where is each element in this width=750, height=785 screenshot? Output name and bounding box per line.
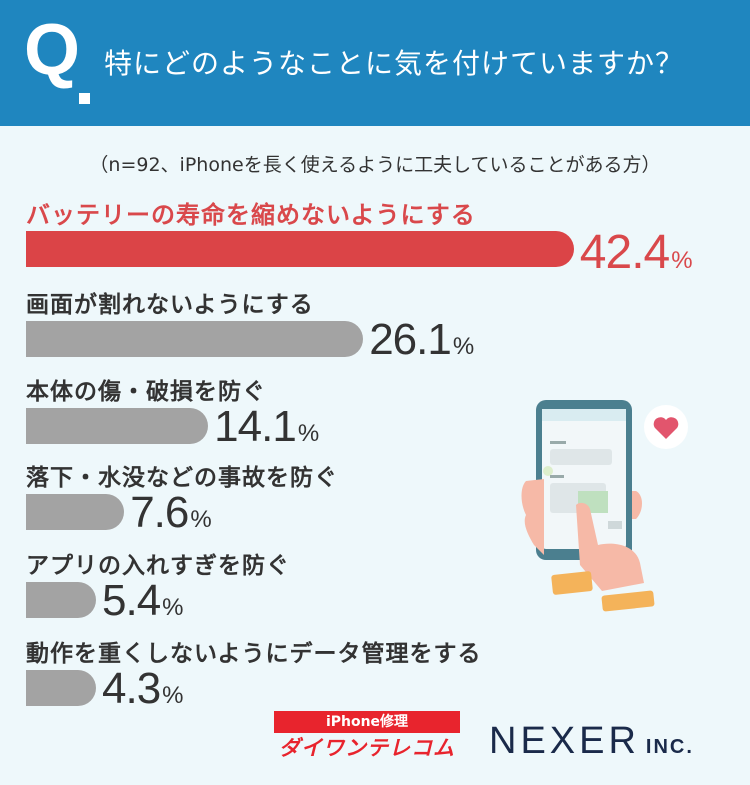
value-unit: % — [671, 247, 693, 274]
value-label: 42.4% — [580, 225, 693, 280]
category-label: 落下・水没などの事故を防ぐ — [26, 465, 338, 491]
value-unit: % — [162, 594, 184, 621]
sample-note: （n=92、iPhoneを長く使えるように工夫していることがある方） — [89, 154, 661, 176]
category-label: 動作を重くしないようにデータ管理をする — [26, 641, 482, 667]
hand-icon — [521, 479, 655, 612]
value-label: 5.4% — [102, 576, 184, 626]
value-number: 4.3 — [102, 664, 161, 713]
question-text: 特にどのようなことに気を付けていますか？ — [104, 47, 685, 80]
nexer-logo: NEXER INC. — [489, 720, 694, 763]
value-label: 7.6% — [130, 488, 212, 538]
value-unit: % — [452, 333, 475, 360]
logo-iphone-repair: iPhone修理 — [274, 711, 460, 733]
bar — [26, 321, 364, 357]
value-unit: % — [190, 506, 212, 533]
question-header: Q 特にどのようなことに気を付けていますか？ — [0, 0, 750, 126]
bar — [26, 494, 125, 530]
daiwan-telecom-logo: iPhone修理 ダイワンテレコム — [274, 711, 460, 761]
value-label: 4.3% — [102, 664, 184, 714]
bar — [26, 670, 96, 706]
logo-daiwan-name: ダイワンテレコム — [279, 736, 455, 760]
value-number: 42.4 — [579, 226, 670, 279]
heart-icon — [644, 405, 688, 449]
category-label: 本体の傷・破損を防ぐ — [26, 379, 266, 405]
value-label: 14.1% — [214, 402, 319, 452]
nexer-main: NEXER — [489, 720, 640, 762]
bar — [26, 231, 574, 267]
value-number: 7.6 — [130, 488, 189, 537]
bar — [26, 582, 96, 618]
value-unit: % — [297, 420, 320, 447]
category-label: 画面が割れないようにする — [26, 292, 314, 318]
bar — [26, 408, 209, 444]
value-label: 26.1% — [369, 315, 474, 365]
value-number: 5.4 — [102, 576, 161, 625]
value-number: 26.1 — [369, 315, 452, 364]
nexer-inc: INC. — [645, 736, 694, 758]
value-unit: % — [162, 682, 184, 709]
category-label: アプリの入れすぎを防ぐ — [26, 553, 290, 579]
value-number: 14.1 — [214, 402, 297, 451]
smartphone-icon — [521, 400, 688, 612]
category-label: バッテリーの寿命を縮めないようにする — [26, 201, 476, 229]
phone-illustration — [536, 400, 632, 560]
q-dot — [79, 93, 90, 104]
q-letter: Q — [24, 10, 81, 90]
